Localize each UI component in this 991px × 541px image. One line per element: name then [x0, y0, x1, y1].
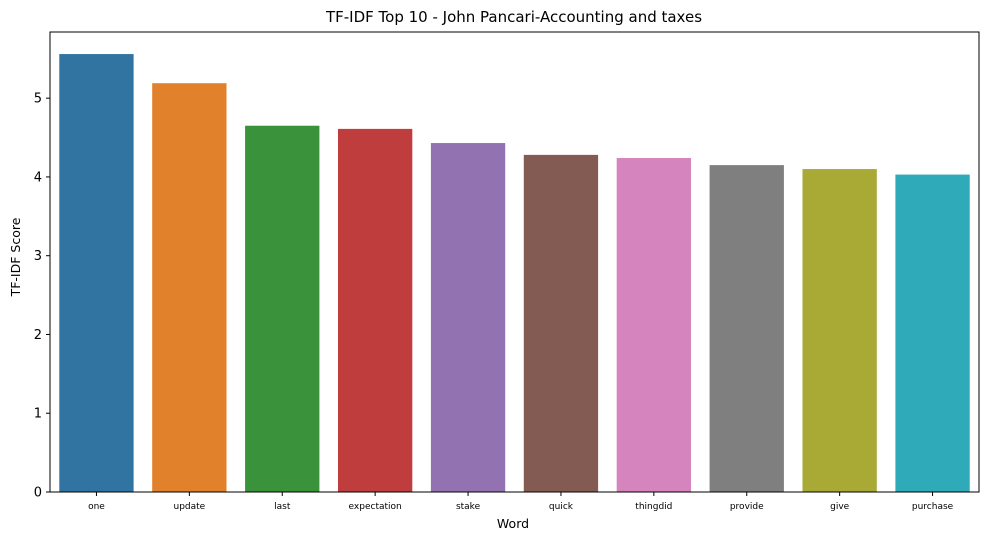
bars-group — [59, 54, 970, 493]
bar-stake — [430, 143, 506, 492]
y-tick-label: 0 — [34, 486, 42, 501]
bar-give — [802, 169, 877, 492]
x-tick-label: purchase — [912, 502, 954, 512]
bar-one — [59, 54, 134, 492]
chart-title: TF-IDF Top 10 - John Pancari-Accounting … — [325, 8, 702, 26]
bar-quick — [523, 154, 599, 492]
x-tick-label: last — [274, 502, 291, 512]
bar-provide — [709, 165, 784, 492]
x-tick-label: stake — [456, 502, 481, 512]
y-tick-label: 5 — [34, 92, 42, 107]
y-axis-ticks: 0 1 2 3 4 5 — [34, 92, 50, 501]
y-tick-label: 2 — [34, 328, 42, 343]
x-axis-label: Word — [497, 516, 529, 531]
x-tick-label: give — [830, 502, 850, 512]
bar-update — [152, 83, 227, 492]
x-tick-label: expectation — [349, 502, 402, 512]
bar-thingdid — [616, 158, 692, 492]
bar-purchase — [895, 174, 970, 493]
x-tick-label: provide — [730, 502, 764, 512]
y-tick-label: 1 — [34, 407, 42, 422]
x-tick-label: quick — [549, 502, 574, 512]
x-tick-label: update — [173, 502, 205, 512]
bar-last — [245, 125, 320, 492]
plot-frame — [49, 31, 980, 493]
x-tick-label: one — [88, 502, 105, 512]
x-tick-label: thingdid — [635, 502, 672, 512]
y-tick-label: 4 — [34, 170, 42, 185]
y-tick-label: 3 — [34, 249, 42, 264]
x-axis-ticks: one update last expectation stake quick thingd… — [88, 492, 954, 512]
bar-expectation — [337, 128, 413, 493]
y-axis-label: TF-IDF Score — [8, 217, 23, 297]
